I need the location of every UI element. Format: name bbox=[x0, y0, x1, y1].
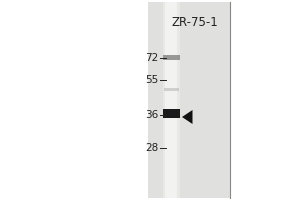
Text: 72: 72 bbox=[145, 53, 158, 63]
Text: 28: 28 bbox=[145, 143, 158, 153]
Bar bbox=[165, 2, 177, 198]
Bar bbox=[163, 2, 180, 198]
Bar bbox=[163, 54, 180, 60]
Text: ZR-75-1: ZR-75-1 bbox=[172, 16, 218, 29]
Text: 36: 36 bbox=[145, 110, 158, 120]
Bar bbox=[148, 2, 230, 198]
Bar bbox=[164, 88, 179, 90]
Polygon shape bbox=[182, 110, 193, 124]
Bar bbox=[163, 108, 180, 117]
Text: 55: 55 bbox=[145, 75, 158, 85]
